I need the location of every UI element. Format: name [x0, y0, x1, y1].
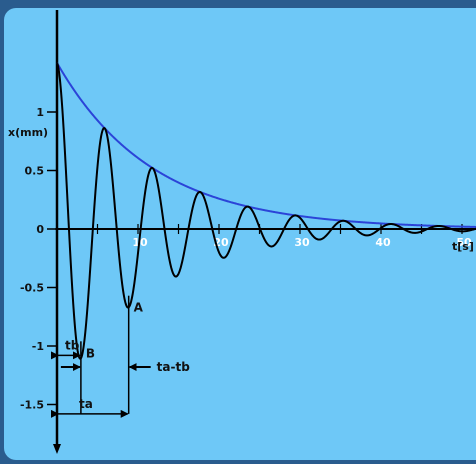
oscillation-curve — [56, 62, 476, 360]
point-label-a: A — [134, 301, 144, 315]
ta-tb-label: ta-tb — [157, 360, 191, 374]
plot-panel — [4, 8, 476, 460]
x-tick-label: 10 — [132, 236, 148, 249]
x-tick-label: 40 — [375, 236, 391, 249]
y-tick-label: -0.5 — [20, 282, 44, 295]
curves — [56, 62, 476, 360]
y-tick-label: -1.5 — [20, 399, 44, 412]
envelope-curve — [56, 62, 476, 228]
x-axis-label: t[s] — [452, 240, 474, 253]
y-axis-arrow — [53, 444, 61, 454]
point-label-b: B — [86, 346, 95, 360]
ta-label: ta — [79, 397, 93, 411]
y-tick-label: 0.5 — [25, 165, 45, 178]
annotations: B Atb ta-tb ta — [51, 295, 191, 418]
x-tick-label: 50 — [456, 236, 472, 249]
axes: 10.50-0.5-1-1.510 20 30 40 50 — [20, 10, 476, 454]
y-axis-label: x(mm) — [8, 126, 48, 139]
y-tick-label: -1 — [32, 340, 44, 353]
tb-label: tb — [65, 338, 80, 352]
y-tick-label: 0 — [36, 223, 44, 236]
x-tick-label: 30 — [294, 236, 310, 249]
y-tick-label: 1 — [36, 106, 44, 119]
